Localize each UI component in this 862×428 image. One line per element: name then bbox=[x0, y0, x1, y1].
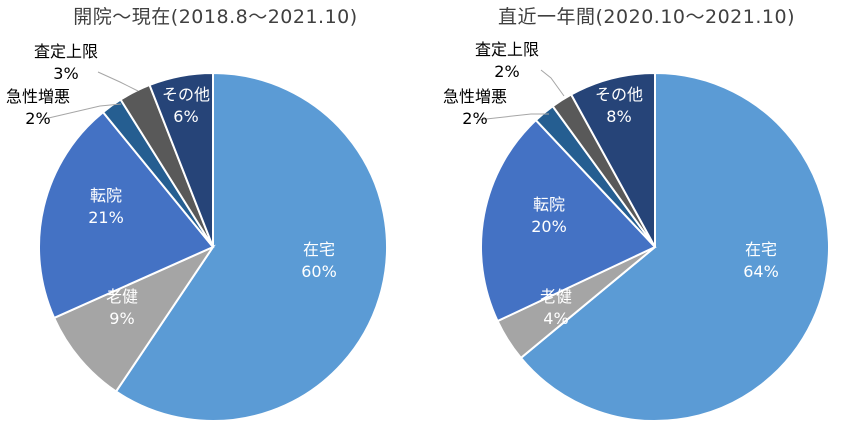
pie-slice-other bbox=[148, 71, 214, 248]
pie-slice-transfer bbox=[480, 118, 657, 323]
chart-title-all-period: 開院～現在(2018.8～2021.10) bbox=[73, 6, 358, 28]
pie-slice-nursing-facility bbox=[52, 244, 216, 393]
slice-value-transfer: 20% bbox=[531, 217, 567, 236]
slice-label-acute-exacerbation: 急性増悪 bbox=[443, 87, 507, 106]
pie-slice-home bbox=[519, 71, 830, 422]
pie-slice-transfer bbox=[38, 110, 215, 320]
slice-value-nursing-facility: 4% bbox=[543, 309, 568, 328]
slice-value-assessment-limit: 2% bbox=[494, 62, 519, 81]
slice-label-assessment-limit: 査定上限 bbox=[34, 42, 98, 61]
slice-value-other: 8% bbox=[606, 107, 631, 126]
slice-label-transfer: 転院 bbox=[533, 195, 565, 214]
slice-label-transfer: 転院 bbox=[90, 186, 122, 205]
leader-line-assessment-limit bbox=[540, 69, 565, 97]
slice-value-home: 60% bbox=[301, 262, 337, 281]
pie-svg-last-year: 在宅 64% 老健 4% 転院 20% 急性増悪 2% 査定上限 2% その他 8% bbox=[443, 40, 830, 422]
slice-value-assessment-limit: 3% bbox=[53, 64, 78, 83]
slice-label-home: 在宅 bbox=[745, 240, 777, 259]
pie-svg-all-period: 在宅 60% 老健 9% 転院 21% 急性増悪 2% 査定上限 3% その他 6% bbox=[6, 42, 388, 422]
slice-value-other: 6% bbox=[173, 107, 198, 126]
slice-label-acute-exacerbation: 急性増悪 bbox=[6, 87, 70, 106]
slice-label-nursing-facility: 老健 bbox=[540, 287, 572, 306]
slice-label-nursing-facility: 老健 bbox=[106, 287, 138, 306]
pie-chart-last-year: 直近一年間(2020.10～2021.10) 在宅 64% 老健 4% 転院 20% 急性増… bbox=[431, 0, 862, 428]
slice-value-transfer: 21% bbox=[88, 208, 124, 227]
leader-line-assessment-limit bbox=[97, 71, 139, 92]
slice-value-acute-exacerbation: 2% bbox=[462, 109, 487, 128]
slice-value-nursing-facility: 9% bbox=[109, 309, 134, 328]
slice-value-acute-exacerbation: 2% bbox=[25, 109, 50, 128]
pie-chart-all-period: 開院～現在(2018.8～2021.10) 在宅 60% 老健 9% 転院 21% 急性増悪… bbox=[6, 6, 388, 422]
leader-line-acute-exacerbation bbox=[476, 113, 549, 121]
chart-title-last-year: 直近一年間(2020.10～2021.10) bbox=[498, 6, 795, 28]
slice-label-other: その他 bbox=[595, 85, 643, 104]
slice-label-assessment-limit: 査定上限 bbox=[475, 40, 539, 59]
slice-label-home: 在宅 bbox=[303, 240, 335, 259]
pie-slice-home bbox=[114, 71, 388, 422]
pie-slice-other bbox=[569, 71, 656, 248]
slice-value-home: 64% bbox=[743, 262, 779, 281]
slice-label-other: その他 bbox=[162, 85, 210, 104]
leader-line-acute-exacerbation bbox=[39, 103, 122, 121]
